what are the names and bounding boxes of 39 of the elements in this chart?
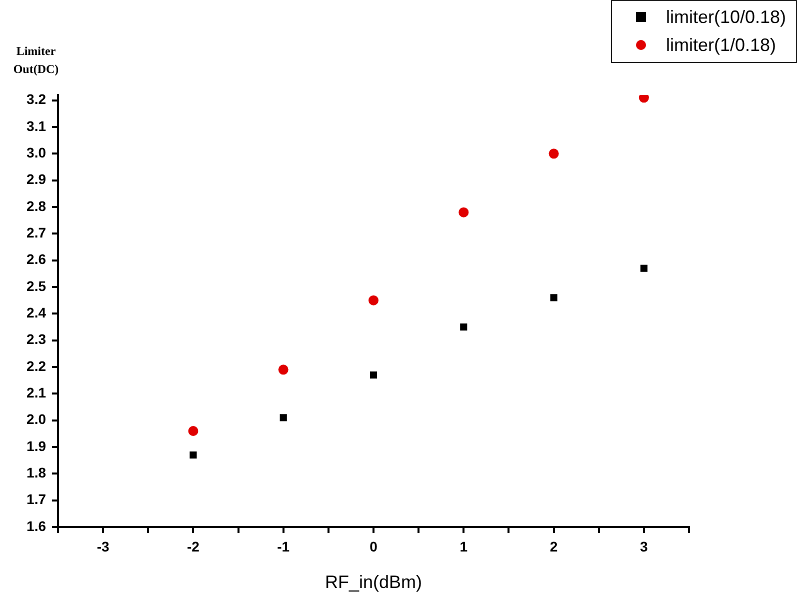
point xyxy=(278,364,288,375)
y-tick-label: 3.2 xyxy=(26,91,46,108)
point xyxy=(368,295,378,306)
y-tick-label: 2.0 xyxy=(26,411,46,428)
y-tick-label: 2.5 xyxy=(26,278,46,294)
y-tick-label: 2.3 xyxy=(26,331,46,348)
x-tick-label: 3 xyxy=(640,538,648,554)
y-tick-label: 2.2 xyxy=(26,358,46,374)
x-tick-label: 2 xyxy=(550,538,558,554)
x-tick-label: 0 xyxy=(370,538,378,554)
y-axis-title: Limiter Out(DC) xyxy=(12,43,60,78)
y-tick-label: 2.7 xyxy=(26,224,46,241)
legend-label: limiter(10/0.18) xyxy=(666,6,786,28)
point xyxy=(458,207,469,218)
y-tick-label: 1.7 xyxy=(26,491,46,508)
y-tick-label: 2.4 xyxy=(26,304,46,321)
y-tick-label: 2.8 xyxy=(26,198,46,214)
y-tick-label: 3.1 xyxy=(26,118,46,134)
y-tick-label: 1.9 xyxy=(26,438,46,454)
x-tick-label: 1 xyxy=(460,538,468,554)
point xyxy=(548,148,559,159)
x-tick-label: -2 xyxy=(186,538,200,554)
legend-label: limiter(1/0.18) xyxy=(666,34,776,56)
point xyxy=(550,294,558,302)
y-tick-label: 2.1 xyxy=(26,384,46,401)
y-tick-label: 2.9 xyxy=(26,171,46,188)
y-tick-label: 1.8 xyxy=(26,464,46,481)
x-axis-title: RF_in(dBm) xyxy=(324,572,422,592)
point xyxy=(640,264,648,272)
point xyxy=(188,426,198,436)
point xyxy=(280,414,287,422)
y-tick-label: 2.6 xyxy=(26,251,46,268)
point xyxy=(190,451,197,459)
point xyxy=(460,323,468,331)
x-tick-label: -1 xyxy=(277,538,290,554)
point xyxy=(370,371,378,379)
y-tick-label: 1.6 xyxy=(26,518,46,534)
x-tick-label: -3 xyxy=(96,538,110,554)
y-tick-label: 3.0 xyxy=(26,144,46,161)
